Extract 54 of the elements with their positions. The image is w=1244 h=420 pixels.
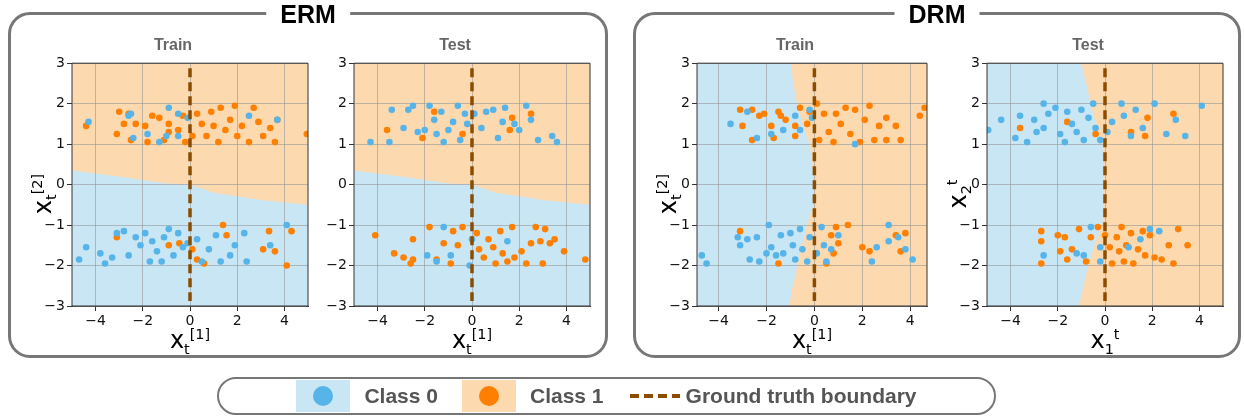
x-tick-label: 0	[185, 312, 195, 329]
y-tick-label: 1	[56, 134, 65, 151]
x-tick-label: −4	[367, 312, 389, 329]
x-tick-label: 0	[1100, 312, 1110, 329]
x-tick-label: 4	[279, 312, 289, 329]
y-tick-label: −3	[326, 296, 347, 313]
x-tick-label: 4	[561, 312, 571, 329]
y-tick-label: −2	[959, 256, 980, 273]
x-tick-label: −2	[132, 312, 154, 329]
x-tick-label: 2	[857, 312, 867, 329]
y-tick-label: 3	[971, 53, 980, 70]
y-tick-label: −2	[669, 256, 690, 273]
x-tick-label: 2	[1147, 312, 1157, 329]
y-tick-label: 1	[338, 134, 347, 151]
y-tick-label: 2	[56, 94, 65, 111]
chart-title: Test	[1072, 36, 1105, 54]
y-tick-label: −3	[669, 296, 690, 313]
text: ERM	[266, 0, 350, 29]
y-tick-label: −3	[44, 296, 65, 313]
x-tick-label: −4	[708, 312, 729, 329]
x-tick-label: 2	[232, 312, 242, 329]
chart-title: Test	[439, 36, 472, 54]
chart-title: Train	[775, 36, 815, 54]
y-tick-label: −1	[669, 215, 690, 232]
y-tick-label: −2	[44, 256, 65, 273]
legend-label: Class 0	[364, 384, 438, 408]
y-tick-label: 2	[971, 94, 980, 111]
x-tick-label: 4	[905, 312, 915, 329]
y-tick-label: 3	[338, 53, 347, 70]
text: DRM	[894, 0, 980, 29]
y-tick-label: 2	[338, 94, 347, 111]
x-tick-label: 2	[514, 312, 524, 329]
x-tick-label: 0	[809, 312, 819, 329]
y-tick-label: 2	[681, 94, 690, 111]
y-tick-label: −1	[959, 215, 980, 232]
y-tick-label: −2	[326, 256, 347, 273]
x-tick-label: 0	[467, 312, 477, 329]
y-tick-label: 1	[971, 134, 980, 151]
x-tick-label: −4	[85, 312, 107, 329]
chart-title: Train	[153, 36, 193, 54]
legend-label: Ground truth boundary	[685, 384, 917, 408]
x-tick-label: −4	[1000, 312, 1022, 329]
y-tick-label: 3	[681, 53, 690, 70]
y-tick-label: −1	[44, 215, 65, 232]
x-tick-label: −2	[756, 312, 777, 329]
y-tick-label: 1	[681, 134, 690, 151]
y-tick-label: 3	[56, 53, 65, 70]
legend-label: Class 1	[530, 384, 604, 408]
x-tick-label: 4	[1194, 312, 1204, 329]
y-tick-label: −1	[326, 215, 347, 232]
y-tick-label: 0	[338, 175, 347, 192]
x-tick-label: −2	[414, 312, 436, 329]
y-tick-label: −3	[959, 296, 980, 313]
x-tick-label: −2	[1047, 312, 1069, 329]
